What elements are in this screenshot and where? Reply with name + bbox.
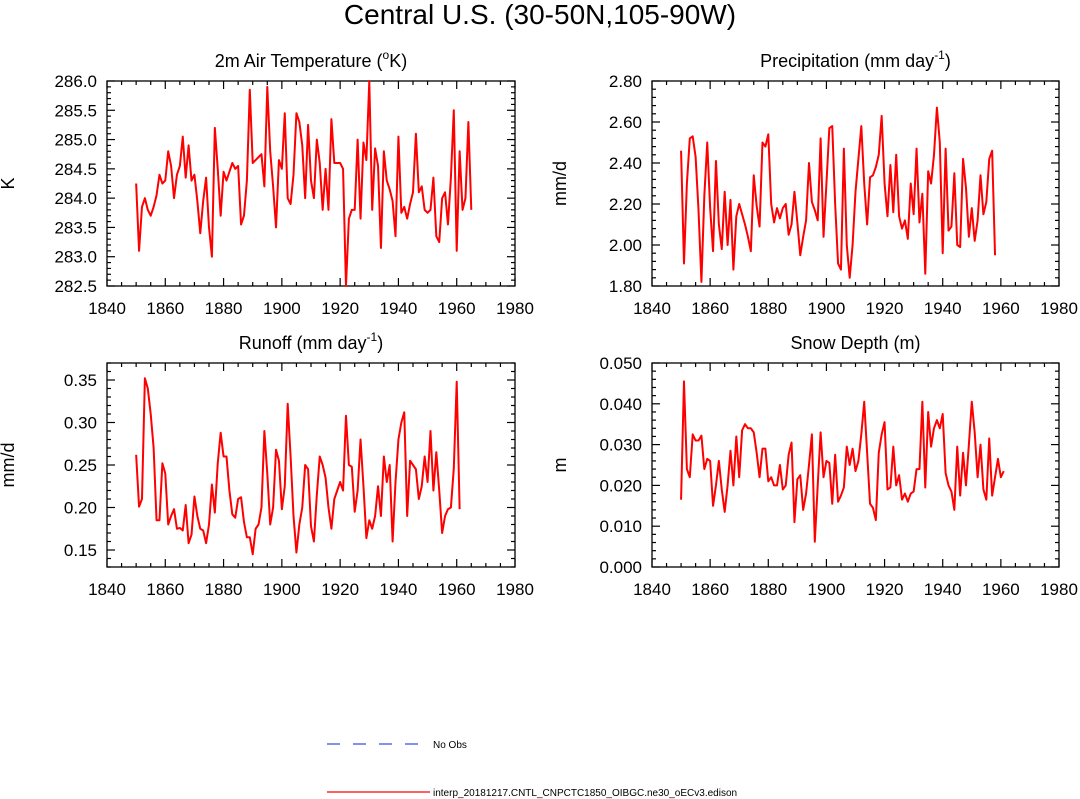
x-tick-label: 1860 <box>146 299 184 318</box>
x-tick-label: 1960 <box>982 299 1020 318</box>
x-tick-label: 1940 <box>380 299 418 318</box>
x-tick-label: 1960 <box>438 580 476 599</box>
panel-runoff: Runoff (mm day-1) 1840 1860 1880 1900 1920 194… <box>0 330 534 599</box>
y-axis-label: mm/d <box>550 161 570 206</box>
x-tick-label: 1860 <box>691 580 729 599</box>
y-tick-label: 286.0 <box>54 72 97 91</box>
y-tick-label: 285.5 <box>54 101 97 120</box>
x-tick-label: 1900 <box>808 580 846 599</box>
x-tick-label: 1960 <box>982 580 1020 599</box>
y-tick-label: 0.000 <box>599 558 642 577</box>
panel-snow-depth: Snow Depth (m) 1840 1860 1880 1900 1920 1940 19… <box>550 333 1078 599</box>
x-tick-label: 1960 <box>438 299 476 318</box>
x-tick-label: 1980 <box>1040 299 1078 318</box>
panel-title-suffix: ) <box>377 333 383 353</box>
y-tick-label: 0.15 <box>64 541 97 560</box>
y-tick-label: 2.40 <box>609 154 642 173</box>
panel-title-main: 2m Air Temperature ( <box>215 51 383 71</box>
panel-title-snow-depth: Snow Depth (m) <box>790 333 920 353</box>
x-tick-label: 1900 <box>808 299 846 318</box>
panel-title-superscript: -1 <box>934 48 945 62</box>
panel-title-main: Precipitation (mm day <box>760 51 934 71</box>
legend-label-model-run: interp_20181217.CNTL_CNPCTC1850_OIBGC.ne… <box>433 788 737 799</box>
y-axis-label: K <box>0 177 18 189</box>
panel-title-superscript: -1 <box>367 330 378 344</box>
x-tick-label: 1840 <box>88 299 126 318</box>
y-tick-label: 283.5 <box>54 218 97 237</box>
panel-title-superscript: o <box>383 48 390 62</box>
panel-title-air-temperature: 2m Air Temperature (oK) <box>215 48 407 71</box>
y-tick-label: 282.5 <box>54 277 97 296</box>
panel-title-suffix: ) <box>945 51 951 71</box>
x-tick-label: 1940 <box>924 580 962 599</box>
y-tick-label: 0.010 <box>599 517 642 536</box>
series-line-runoff <box>135 377 461 556</box>
series-line-snow-depth <box>680 380 1005 543</box>
x-tick-label: 1900 <box>263 580 301 599</box>
x-tick-label: 1860 <box>691 299 729 318</box>
x-tick-label: 1940 <box>924 299 962 318</box>
x-tick-label: 1880 <box>205 299 243 318</box>
x-tick-label: 1920 <box>321 580 359 599</box>
y-tick-label: 0.30 <box>64 414 97 433</box>
y-tick-label: 2.00 <box>609 236 642 255</box>
y-tick-label: 284.0 <box>54 189 97 208</box>
x-tick-label: 1860 <box>146 580 184 599</box>
x-tick-label: 1880 <box>749 580 787 599</box>
x-tick-label: 1940 <box>380 580 418 599</box>
panel-precipitation: Precipitation (mm day-1) 1840 1860 1880 1900… <box>550 48 1078 318</box>
x-tick-label: 1920 <box>321 299 359 318</box>
legend-label-no-obs: No Obs <box>433 740 467 751</box>
y-tick-label: 0.25 <box>64 456 97 475</box>
x-tick-label: 1980 <box>1040 580 1078 599</box>
y-axis-label: mm/d <box>0 443 18 488</box>
series-line-air-temperature <box>135 80 473 287</box>
legend-entry-no-obs: No Obs <box>327 740 467 751</box>
x-tick-label: 1880 <box>749 299 787 318</box>
panel-title-precipitation: Precipitation (mm day-1) <box>760 48 951 71</box>
panel-title-main: Snow Depth (m) <box>790 333 920 353</box>
x-tick-label: 1880 <box>205 580 243 599</box>
panel-air-temperature: 2m Air Temperature (oK) 1840 1860 1880 1900 1… <box>0 48 534 318</box>
x-tick-label: 1920 <box>866 580 904 599</box>
x-tick-label: 1980 <box>496 299 534 318</box>
x-tick-label: 1840 <box>633 299 671 318</box>
panel-title-main: Runoff (mm day <box>239 333 367 353</box>
x-tick-label: 1840 <box>633 580 671 599</box>
legend-entry-model-run: interp_20181217.CNTL_CNPCTC1850_OIBGC.ne… <box>327 788 737 799</box>
y-tick-label: 283.0 <box>54 248 97 267</box>
y-tick-label: 284.5 <box>54 160 97 179</box>
y-tick-label: 2.20 <box>609 195 642 214</box>
y-tick-label: 1.80 <box>609 277 642 296</box>
x-tick-label: 1840 <box>88 580 126 599</box>
y-tick-label: 2.80 <box>609 72 642 91</box>
y-tick-label: 0.35 <box>64 371 97 390</box>
x-tick-label: 1900 <box>263 299 301 318</box>
x-tick-label: 1920 <box>866 299 904 318</box>
y-tick-label: 0.030 <box>599 436 642 455</box>
y-tick-label: 0.20 <box>64 499 97 518</box>
figure-title: Central U.S. (30-50N,105-90W) <box>344 0 736 30</box>
y-tick-label: 0.020 <box>599 476 642 495</box>
series-line-precipitation <box>680 106 997 283</box>
panel-title-runoff: Runoff (mm day-1) <box>239 330 383 353</box>
y-tick-label: 2.60 <box>609 113 642 132</box>
y-tick-label: 0.040 <box>599 395 642 414</box>
x-tick-label: 1980 <box>496 580 534 599</box>
y-axis-label: m <box>550 458 570 473</box>
y-tick-label: 285.0 <box>54 131 97 150</box>
legend: No Obs interp_20181217.CNTL_CNPCTC1850_O… <box>327 740 737 799</box>
panels: 2m Air Temperature (oK)1840 1860 1880 1900 1… <box>0 48 1078 599</box>
y-tick-label: 0.050 <box>599 354 642 373</box>
panel-title-suffix: K) <box>389 51 407 71</box>
